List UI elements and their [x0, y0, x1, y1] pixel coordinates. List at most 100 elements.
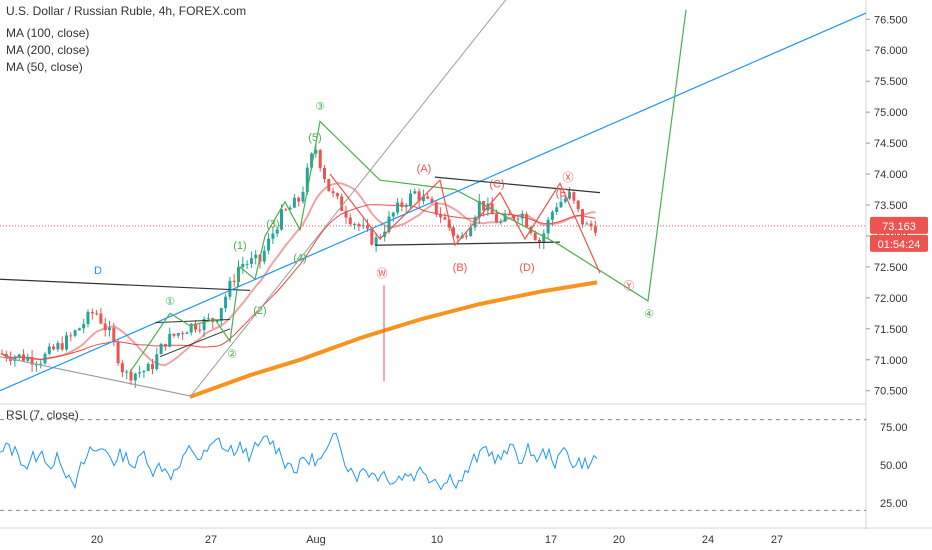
rsi-axis: 75.00 50.00 25.00: [880, 422, 908, 510]
candle-body: [185, 332, 189, 334]
legend-rsi[interactable]: RSI (7, close): [6, 408, 79, 422]
candle-body: [396, 202, 400, 213]
price-axis: 76.500 76.000 75.500 75.000 74.500 74.000 73.5…: [0, 0, 932, 530]
candle-body: [426, 196, 430, 199]
legend-ma50[interactable]: MA (50, close): [6, 60, 83, 74]
gray-fan-line: [189, 0, 507, 398]
wave-label-red: (D): [519, 262, 534, 274]
candle-body: [108, 327, 111, 331]
candle-body: [439, 214, 443, 218]
candle-body: [464, 235, 468, 237]
last-price-badge: [870, 216, 928, 234]
candle-body: [563, 198, 567, 202]
candle-body: [176, 333, 180, 336]
candle-body: [516, 218, 520, 220]
candle-body: [482, 200, 486, 211]
small-box-bottom: [159, 328, 231, 358]
candle-body: [86, 311, 90, 325]
candle-body: [22, 354, 25, 361]
time-tick-label: 24: [702, 534, 714, 546]
ma200-line: [189, 280, 598, 399]
candle-body: [559, 201, 563, 208]
candle-body: [366, 225, 369, 229]
price-tick-label: 72.000: [874, 293, 908, 305]
candle-body: [456, 235, 460, 239]
candle-body: [30, 357, 34, 365]
candle-body: [95, 313, 99, 315]
candle-body: [103, 323, 107, 331]
candle-body: [335, 193, 339, 197]
drawings: [0, 0, 867, 398]
candle-body: [542, 233, 546, 243]
candle-body: [585, 223, 589, 225]
candle-body: [26, 357, 30, 361]
candle-body: [297, 197, 301, 202]
candle-body: [151, 364, 154, 370]
candle-body: [202, 318, 206, 330]
time-tick-label: 20: [613, 534, 625, 546]
candle-body: [275, 229, 279, 234]
timer-badge-text: 01:54:24: [878, 239, 921, 251]
lower-trendline: [0, 356, 196, 398]
triangle-lower: [374, 241, 561, 246]
price-badges: 73.163 01:54:24: [870, 216, 928, 252]
candle-body: [249, 258, 253, 264]
candle-body: [112, 327, 116, 342]
candle-body: [0, 353, 4, 355]
red-wave-path: [329, 173, 601, 274]
candle-body: [125, 371, 129, 373]
legend-ma100[interactable]: MA (100, close): [6, 26, 90, 40]
candle-body: [142, 370, 146, 373]
candle-body: [120, 363, 124, 373]
timer-badge: [870, 234, 928, 252]
candle-body: [245, 263, 249, 265]
candle-body: [280, 209, 283, 230]
candle-body: [353, 224, 357, 226]
candle-body: [168, 333, 172, 347]
candle-body: [181, 333, 185, 335]
candle-body: [310, 153, 314, 168]
candle-body: [400, 202, 404, 208]
candle-body: [198, 329, 202, 331]
wave-label-green: (4): [293, 253, 306, 265]
legend-ma200[interactable]: MA (200, close): [6, 43, 90, 57]
price-tick-label: 76.500: [874, 14, 908, 26]
candle-body: [4, 354, 8, 359]
price-tick-label: 70.500: [874, 386, 908, 398]
candle-body: [593, 226, 597, 233]
time-tick-label: 17: [545, 534, 557, 546]
candle-body: [469, 227, 473, 237]
candle-body: [232, 280, 236, 282]
candle-body: [284, 209, 288, 211]
wave-label-green: ④: [644, 308, 654, 320]
price-tick-label: 74.000: [874, 169, 908, 181]
candle-body: [206, 318, 210, 320]
candle-body: [292, 197, 296, 208]
price-tick-label: 75.500: [874, 76, 908, 88]
price-tick-label: 71.000: [874, 355, 908, 367]
candle-body: [503, 214, 507, 222]
candle-body: [550, 211, 554, 220]
candle-body: [13, 357, 17, 361]
time-axis: 20 27 Aug 10 17 20 24 27: [91, 534, 783, 546]
descending-trendline: [0, 278, 251, 292]
candle-body: [581, 209, 584, 225]
wave-label-green: (1): [233, 240, 246, 252]
candle-body: [434, 202, 438, 215]
candle-body: [443, 217, 447, 220]
time-tick-label: 27: [205, 534, 217, 546]
candle-body: [387, 216, 391, 232]
chart-title: U.S. Dollar / Russian Ruble, 4h, FOREX.c…: [6, 4, 247, 18]
wave-label-red: Ⓧ: [563, 171, 574, 184]
small-box-top: [154, 319, 231, 324]
candle-body: [589, 223, 593, 227]
candle-body: [172, 333, 176, 336]
wave-label-green: (2): [253, 305, 266, 317]
candle-body: [65, 335, 68, 350]
candle-body: [348, 217, 352, 225]
candle-body: [267, 238, 271, 251]
candle-body: [129, 371, 133, 381]
candle-body: [189, 323, 193, 333]
candle-body: [9, 358, 13, 361]
